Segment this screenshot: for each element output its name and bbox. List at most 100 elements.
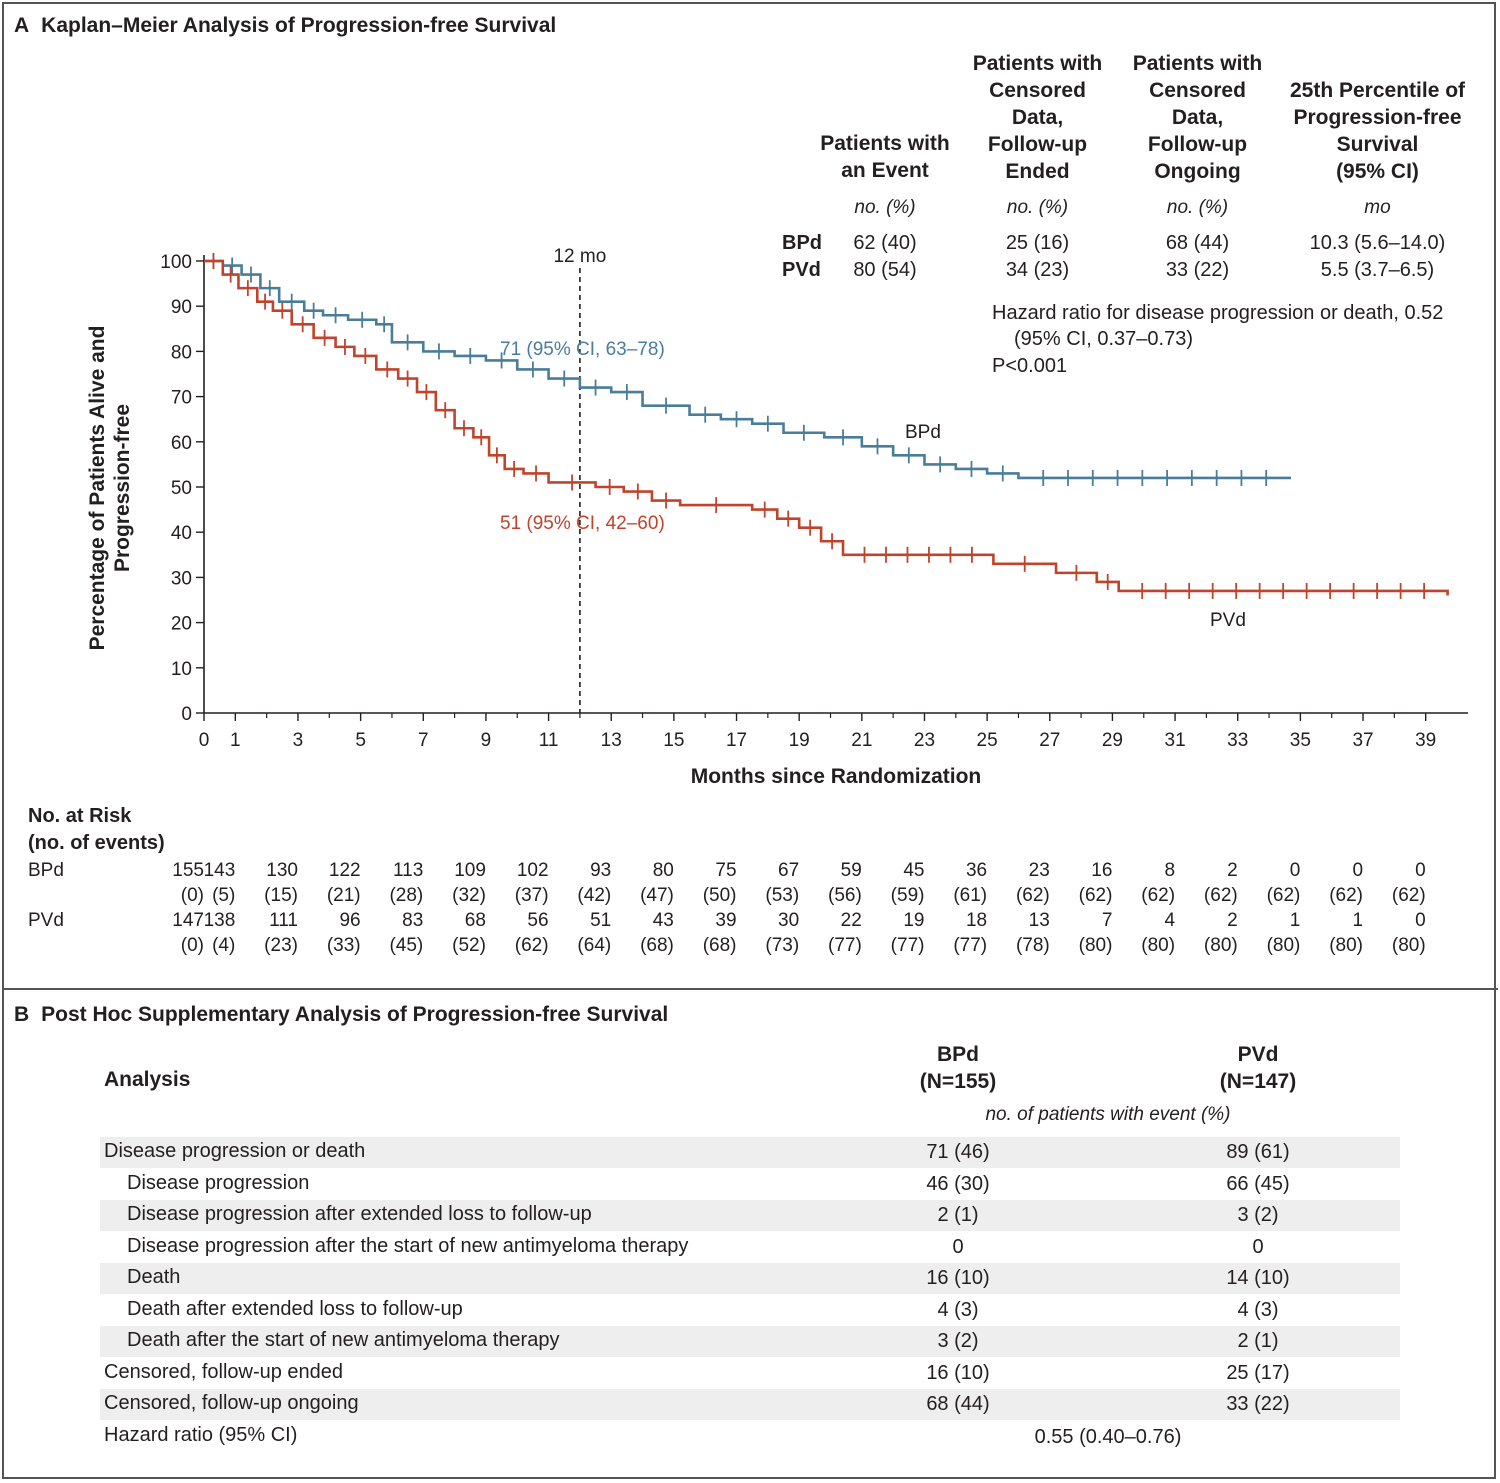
x-tick-label: 31 (1165, 730, 1186, 751)
analysis-row-pvd: 66 (45) (1226, 1172, 1290, 1195)
b-col-bpd-line1: BPd (937, 1043, 979, 1066)
risk-bpd-events: (62) (1266, 885, 1301, 906)
analysis-row-bpd: 68 (44) (926, 1393, 990, 1415)
x-tick-label: 21 (851, 730, 872, 751)
x-tick-label: 17 (726, 730, 747, 751)
risk-pvd-events: (23) (264, 935, 298, 956)
risk-pvd-count: 147 (172, 910, 204, 931)
col-header-ongoing-line4: Follow-up (1147, 133, 1248, 156)
y-axis-title: Percentage of Patients Alive andProgress… (86, 326, 134, 651)
risk-pvd-events: (45) (389, 935, 424, 956)
col-header-event-line1: Patients with (820, 132, 950, 155)
risk-bpd-count: 36 (965, 860, 988, 881)
risk-bpd-count: 93 (590, 860, 612, 881)
analysis-row-pvd: 0 (1252, 1235, 1264, 1258)
y-tick-label: 70 (171, 388, 192, 409)
y-tick-label: 10 (171, 659, 192, 680)
risk-pvd-events: (52) (452, 935, 486, 956)
reference-line-label: 12 mo (553, 246, 606, 267)
x-tick-label: 9 (481, 730, 492, 751)
row-shade (100, 1389, 1400, 1420)
pvd-censored-ended: 34 (23) (1005, 259, 1070, 281)
analysis-row-label: Censored, follow-up ended (104, 1360, 344, 1383)
risk-pvd-events: (64) (577, 935, 612, 956)
x-tick-label: 13 (601, 730, 622, 751)
x-tick-label: 39 (1415, 730, 1436, 751)
risk-bpd-count: 113 (392, 860, 424, 881)
x-tick-label: 35 (1290, 730, 1311, 751)
x-tick-label: 19 (789, 730, 810, 751)
risk-bpd-events: (62) (1015, 885, 1050, 906)
analysis-row-pvd: 2 (1) (1237, 1330, 1279, 1352)
y-tick-label: 80 (171, 342, 192, 363)
row-shade (100, 1326, 1400, 1357)
bpd-censored-ended: 25 (16) (1005, 232, 1070, 254)
panel-a-title: A Kaplan–Meier Analysis of Progression-fr… (14, 14, 556, 38)
risk-bpd-events: (62) (1203, 885, 1238, 906)
risk-bpd-events: (62) (1141, 885, 1176, 906)
risk-pvd-count: 51 (590, 910, 612, 931)
x-tick-label: 27 (1039, 730, 1060, 751)
col-header-event-line2: an Event (841, 159, 929, 182)
risk-title: No. at Risk (28, 805, 132, 827)
risk-bpd-count: 75 (715, 860, 737, 881)
analysis-row-label: Death after extended loss to follow-up (127, 1297, 463, 1320)
x-tick-label: 33 (1227, 730, 1248, 751)
b-col-pvd-line1: PVd (1237, 1043, 1279, 1066)
risk-pvd-count: 96 (339, 910, 361, 931)
risk-pvd-events: (80) (1078, 935, 1113, 956)
risk-pvd-count: 30 (778, 910, 800, 931)
y-tick-label: 90 (171, 297, 192, 318)
risk-bpd-count: 80 (652, 860, 674, 881)
risk-pvd-events: (77) (890, 935, 925, 956)
p-value: P<0.001 (992, 355, 1068, 377)
pvd-censored-ongoing: 33 (22) (1165, 259, 1230, 281)
analysis-row-bpd: 71 (46) (926, 1141, 990, 1163)
risk-pvd-count: 83 (402, 910, 424, 931)
risk-pvd-count: 7 (1101, 910, 1113, 931)
col-header-pct-line2: Progression-free (1293, 106, 1462, 129)
y-tick-label: 30 (171, 568, 192, 589)
risk-bpd-count: 109 (454, 860, 486, 881)
panel-b-title-text: Post Hoc Supplementary Analysis of Progr… (41, 1003, 669, 1026)
col-header-ended-line5: Ended (1005, 160, 1070, 183)
col-header-ended-line2: Censored (989, 79, 1086, 102)
risk-pvd-count: 39 (715, 910, 737, 931)
risk-pvd-events: (80) (1329, 935, 1364, 956)
analysis-row-label: Disease progression (127, 1171, 310, 1194)
row-shade (100, 1263, 1400, 1294)
x-tick-label: 23 (914, 730, 935, 751)
panel-divider (2, 988, 1498, 990)
risk-pvd-events: (77) (953, 935, 988, 956)
col-header-ongoing-line5: Ongoing (1154, 160, 1241, 183)
pvd-percentile: 5.5 (3.7–6.5) (1320, 259, 1435, 281)
analysis-row-bpd: 0 (952, 1235, 964, 1258)
risk-pvd-count: 138 (203, 910, 236, 931)
risk-pvd-events: (33) (326, 935, 361, 956)
x-tick-label: 3 (293, 730, 304, 751)
analysis-row-label: Disease progression or death (104, 1140, 366, 1162)
row-label-pvd: PVd (782, 259, 821, 281)
col-header-ongoing-line1: Patients with (1132, 52, 1263, 75)
analysis-row-pvd: 14 (10) (1226, 1267, 1290, 1289)
risk-bpd-count: 8 (1164, 860, 1176, 881)
risk-bpd-events: (59) (890, 885, 925, 906)
risk-pvd-count: 1 (1289, 910, 1301, 931)
x-tick-label: 25 (977, 730, 998, 751)
chart-labels: 12 mo BPd PVd 71 (95% CI, 63–78) 51 (95% CI,… (500, 246, 1246, 631)
unit-ended: no. (%) (1006, 197, 1069, 218)
b-col-bpd-line2: (N=155) (919, 1070, 997, 1093)
risk-bpd-count: 67 (778, 860, 800, 881)
risk-pvd-count: 4 (1164, 910, 1176, 931)
risk-pvd-events: (68) (640, 935, 674, 956)
risk-pvd-count: 2 (1227, 910, 1238, 931)
risk-subtitle: (no. of events) (28, 832, 165, 854)
risk-pvd-count: 22 (840, 910, 862, 931)
series-label-pvd: PVd (1210, 610, 1246, 631)
series-label-bpd: BPd (905, 422, 941, 443)
risk-pvd-events: (62) (514, 935, 549, 956)
risk-bpd-events: (37) (514, 885, 549, 906)
y-tick-label: 100 (160, 252, 192, 273)
risk-pvd-events: (77) (828, 935, 862, 956)
